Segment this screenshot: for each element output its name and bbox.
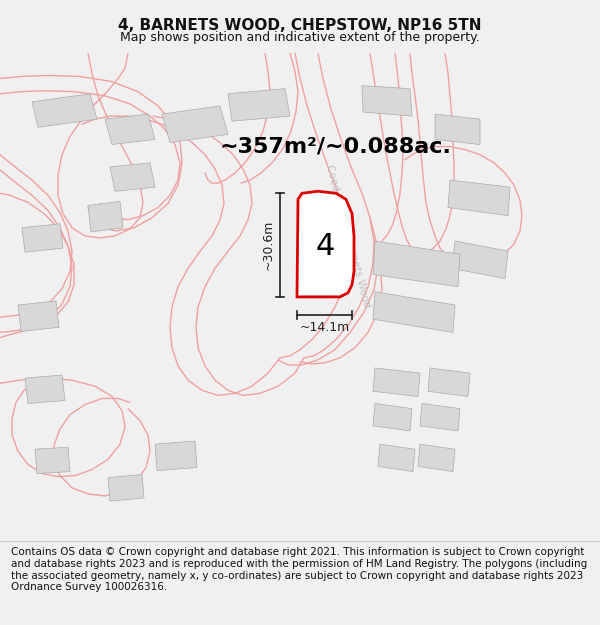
Text: ~357m²/~0.088ac.: ~357m²/~0.088ac. xyxy=(220,136,452,156)
Polygon shape xyxy=(105,114,155,144)
Text: Coed Barnet / Barnets Wood: Coed Barnet / Barnets Wood xyxy=(324,163,372,309)
Text: ~30.6m: ~30.6m xyxy=(262,220,275,270)
Text: Map shows position and indicative extent of the property.: Map shows position and indicative extent… xyxy=(120,31,480,44)
Text: ~14.1m: ~14.1m xyxy=(299,321,350,334)
Polygon shape xyxy=(25,375,65,404)
Text: Contains OS data © Crown copyright and database right 2021. This information is : Contains OS data © Crown copyright and d… xyxy=(11,548,587,592)
Polygon shape xyxy=(305,224,342,260)
Polygon shape xyxy=(155,441,197,471)
Polygon shape xyxy=(18,301,59,331)
Polygon shape xyxy=(297,191,354,297)
Polygon shape xyxy=(88,201,123,232)
Polygon shape xyxy=(452,241,508,279)
Text: 4, BARNETS WOOD, CHEPSTOW, NP16 5TN: 4, BARNETS WOOD, CHEPSTOW, NP16 5TN xyxy=(118,18,482,32)
Polygon shape xyxy=(162,106,228,142)
Polygon shape xyxy=(108,474,144,501)
Polygon shape xyxy=(418,444,455,471)
Polygon shape xyxy=(378,444,415,471)
Polygon shape xyxy=(435,114,480,144)
Polygon shape xyxy=(448,180,510,216)
Polygon shape xyxy=(35,448,70,474)
Polygon shape xyxy=(373,368,420,396)
Polygon shape xyxy=(420,404,460,431)
Polygon shape xyxy=(22,224,63,252)
Polygon shape xyxy=(32,94,97,128)
Polygon shape xyxy=(373,241,460,287)
Text: 4: 4 xyxy=(316,232,335,261)
Polygon shape xyxy=(228,89,290,121)
Polygon shape xyxy=(373,404,412,431)
Polygon shape xyxy=(428,368,470,396)
Polygon shape xyxy=(373,292,455,332)
Polygon shape xyxy=(110,162,155,191)
Polygon shape xyxy=(362,86,412,116)
